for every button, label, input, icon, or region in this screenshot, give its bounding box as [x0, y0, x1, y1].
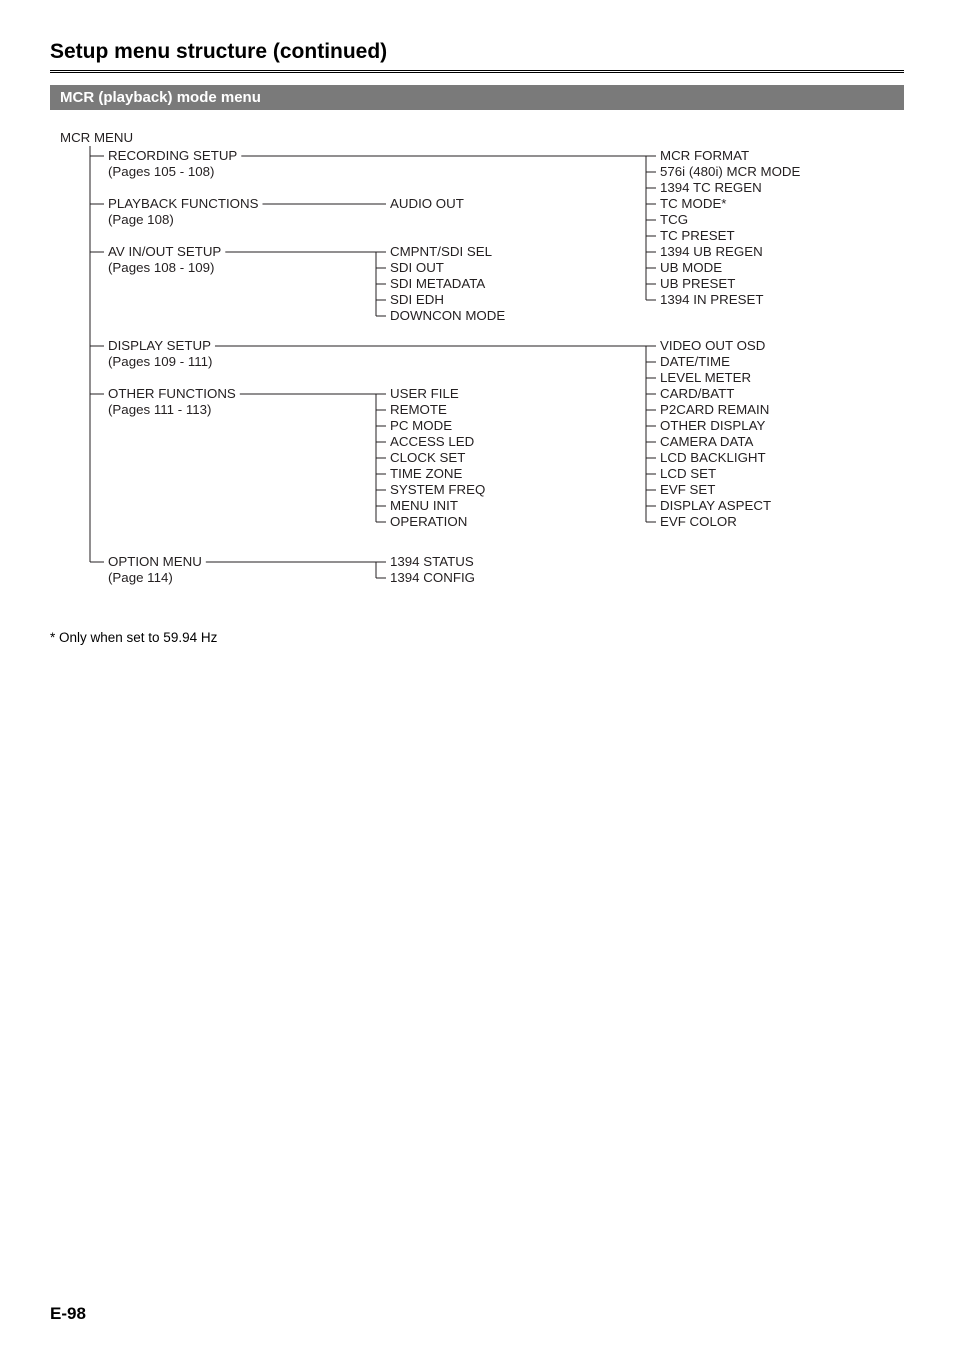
- title-rule: [50, 70, 904, 73]
- page-number: E-98: [50, 1304, 86, 1324]
- section-bar: MCR (playback) mode menu: [50, 85, 904, 110]
- tree-col3-label: TC PRESET: [660, 228, 735, 243]
- tree-col2-label: TIME ZONE: [390, 466, 463, 481]
- tree-group-sub: (Pages 109 - 111): [108, 354, 212, 369]
- tree-col2-label: 1394 CONFIG: [390, 570, 475, 585]
- tree-col2-label: PC MODE: [390, 418, 452, 433]
- tree-col2-label: SDI METADATA: [390, 276, 485, 291]
- tree-col3-label: UB PRESET: [660, 276, 735, 291]
- tree-col2-label: OPERATION: [390, 514, 467, 529]
- tree-group-sub: (Pages 108 - 109): [108, 260, 214, 275]
- tree-col2-label: ACCESS LED: [390, 434, 474, 449]
- tree-col2-label: DOWNCON MODE: [390, 308, 505, 323]
- tree-col2-label: MENU INIT: [390, 498, 458, 513]
- tree-col3-label: P2CARD REMAIN: [660, 402, 769, 417]
- menu-tree-diagram: MCR MENU RECORDING SETUP(Pages 105 - 108)…: [50, 130, 904, 610]
- tree-group-label: PLAYBACK FUNCTIONS: [108, 196, 259, 211]
- tree-col2-label: REMOTE: [390, 402, 447, 417]
- tree-col3-label: 1394 UB REGEN: [660, 244, 763, 259]
- tree-col2-label: CLOCK SET: [390, 450, 465, 465]
- tree-group-label: AV IN/OUT SETUP: [108, 244, 221, 259]
- tree-col2-label: USER FILE: [390, 386, 459, 401]
- footnote: * Only when set to 59.94 Hz: [50, 630, 904, 645]
- tree-group-label: OPTION MENU: [108, 554, 202, 569]
- page-title: Setup menu structure (continued): [50, 40, 904, 64]
- tree-col3-label: DATE/TIME: [660, 354, 730, 369]
- tree-root: MCR MENU: [60, 130, 133, 145]
- tree-col2-label: SDI OUT: [390, 260, 444, 275]
- tree-col3-label: TCG: [660, 212, 688, 227]
- tree-col2-label: SDI EDH: [390, 292, 444, 307]
- tree-col3-label: TC MODE*: [660, 196, 727, 211]
- tree-col3-label: MCR FORMAT: [660, 148, 749, 163]
- tree-col3-label: UB MODE: [660, 260, 722, 275]
- tree-group-sub: (Pages 105 - 108): [108, 164, 214, 179]
- tree-col3-label: 1394 TC REGEN: [660, 180, 762, 195]
- tree-col3-label: EVF SET: [660, 482, 715, 497]
- tree-col3-label: VIDEO OUT OSD: [660, 338, 765, 353]
- tree-col3-label: LEVEL METER: [660, 370, 751, 385]
- tree-col3-label: LCD BACKLIGHT: [660, 450, 766, 465]
- tree-col3-label: 1394 IN PRESET: [660, 292, 763, 307]
- tree-group-sub: (Pages 111 - 113): [108, 402, 211, 417]
- tree-col3-label: CAMERA DATA: [660, 434, 753, 449]
- tree-col3-label: DISPLAY ASPECT: [660, 498, 771, 513]
- tree-group-sub: (Page 108): [108, 212, 174, 227]
- tree-group-label: RECORDING SETUP: [108, 148, 237, 163]
- tree-col3-label: OTHER DISPLAY: [660, 418, 766, 433]
- tree-col3-label: 576i (480i) MCR MODE: [660, 164, 801, 179]
- tree-col3-label: EVF COLOR: [660, 514, 737, 529]
- tree-col3-label: CARD/BATT: [660, 386, 734, 401]
- tree-col2-label: 1394 STATUS: [390, 554, 474, 569]
- tree-col2-label: SYSTEM FREQ: [390, 482, 485, 497]
- tree-group-sub: (Page 114): [108, 570, 173, 585]
- tree-group-label: DISPLAY SETUP: [108, 338, 211, 353]
- tree-group-label: OTHER FUNCTIONS: [108, 386, 236, 401]
- tree-col2-label: AUDIO OUT: [390, 196, 464, 211]
- tree-col2-label: CMPNT/SDI SEL: [390, 244, 492, 259]
- tree-col3-label: LCD SET: [660, 466, 716, 481]
